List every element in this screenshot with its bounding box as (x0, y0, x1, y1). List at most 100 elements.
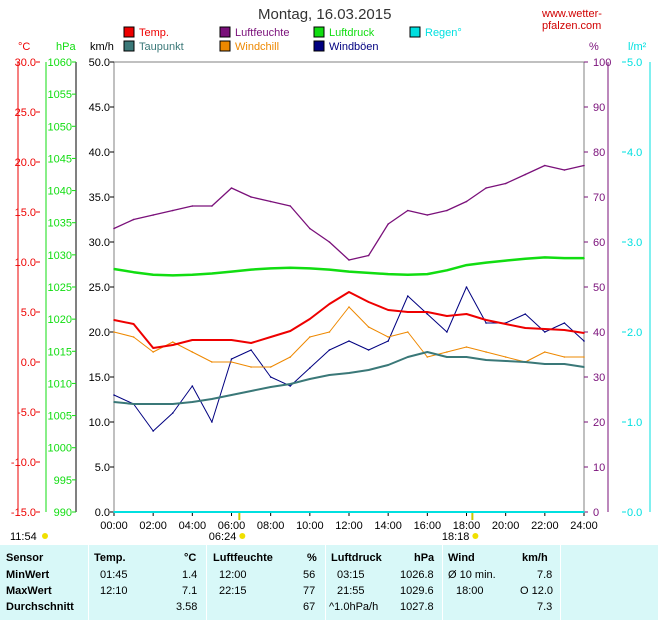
stats-header-humidity-unit: % (307, 552, 317, 564)
data-point (289, 511, 292, 513)
data-point (563, 356, 566, 358)
time-axis-tick-label: 18:00 (453, 520, 481, 532)
stats-row-max-press-time: 21:55 (337, 585, 365, 597)
data-point (191, 511, 194, 513)
pressure-axis-tick-label: 1025 (48, 282, 72, 294)
data-point (387, 511, 389, 513)
data-point (485, 351, 487, 353)
data-point (191, 205, 194, 207)
wind-axis-tick-label: 10.0 (89, 417, 110, 429)
legend-label-6: Regen° (425, 27, 462, 39)
time-axis-tick-label: 02:00 (139, 520, 167, 532)
stats-header-pressure: Luftdruck (331, 552, 382, 564)
data-point (504, 360, 507, 362)
wind-axis-tick-label: 0.0 (95, 507, 110, 519)
data-point (132, 403, 135, 405)
data-point (563, 257, 566, 259)
data-point (250, 511, 252, 513)
pressure-axis-tick-label: 1005 (48, 411, 72, 423)
unit-labels: °C hPa km/h% l/m² (18, 41, 647, 53)
data-point (367, 349, 370, 351)
stats-row-min-hum-val: 56 (303, 569, 316, 581)
data-point (309, 336, 311, 338)
data-point (211, 339, 213, 341)
data-point (269, 267, 272, 270)
sunset-sun-icon (472, 533, 479, 539)
data-point (426, 351, 429, 353)
humidity-axis-tick-label: 100 (593, 57, 611, 69)
data-point (230, 361, 233, 363)
temp-axis-tick-label: -5.0 (17, 407, 36, 419)
data-point (465, 313, 468, 315)
time-axis-tick-label: 04:00 (179, 520, 207, 532)
series-group (113, 164, 585, 513)
data-point (191, 401, 194, 403)
time-axis-tick-label: 20:00 (492, 520, 520, 532)
data-point (426, 311, 429, 313)
data-point (132, 511, 135, 513)
humidity-axis-tick-label: 70 (593, 192, 605, 204)
rain-axis-tick-label: 2.0 (627, 327, 642, 339)
data-point (406, 209, 409, 212)
stats-row-min-temp-val: 1.4 (182, 569, 198, 581)
stats-row-max-wind-time: 18:00 (456, 585, 484, 597)
data-point (191, 385, 194, 387)
data-point (171, 403, 174, 405)
stats-row-max-temp-time: 12:10 (100, 585, 128, 597)
stats-row-avg-hum-val: 67 (303, 601, 316, 613)
sunrise-label: 06:24 (209, 531, 237, 543)
data-point (446, 511, 448, 513)
site-link[interactable]: www.wetter-pfalzen.com (542, 8, 602, 32)
data-point (563, 329, 566, 331)
data-point (113, 394, 115, 396)
stats-table: Sensor Temp. °C Luftfeuchte % Luftdruck … (0, 545, 658, 620)
pressure-axis-tick-label: 1020 (48, 314, 72, 326)
data-point (465, 346, 468, 348)
data-point (171, 274, 174, 277)
data-point (387, 364, 389, 366)
data-point (465, 200, 468, 203)
time-axis-tick-label: 08:00 (257, 520, 285, 532)
data-point (250, 349, 252, 351)
data-point (524, 173, 527, 176)
data-point (289, 385, 292, 387)
data-point (328, 349, 331, 351)
data-point (269, 376, 272, 378)
data-point (132, 271, 135, 274)
pressure-axis-tick-label: 1035 (48, 218, 72, 230)
data-point (230, 358, 233, 360)
data-point (544, 351, 546, 353)
data-point (504, 182, 507, 185)
unit-label: °C (18, 41, 30, 53)
data-point (446, 315, 448, 317)
stats-header-temp-unit: °C (184, 552, 197, 564)
data-point (289, 356, 292, 358)
stats-row-min-wind-val: 7.8 (537, 569, 553, 581)
data-point (563, 511, 566, 513)
data-point (367, 301, 370, 303)
data-point (171, 412, 174, 414)
data-point (132, 336, 135, 338)
data-point (426, 273, 429, 275)
pressure-axis-tick-label: 990 (54, 507, 72, 519)
page-title: Montag, 16.03.2015 (258, 6, 392, 23)
data-point (211, 205, 213, 207)
data-point (406, 356, 409, 358)
stats-row-min-hum-time: 12:00 (219, 569, 247, 581)
data-point (250, 366, 252, 368)
data-point (113, 319, 115, 321)
wind-axis-tick-label: 30.0 (89, 237, 110, 249)
stats-header-pressure-unit: hPa (414, 552, 435, 564)
stats-row-min-press-time: 03:15 (337, 569, 365, 581)
data-point (132, 323, 135, 325)
data-point (426, 214, 429, 216)
temp-axis-tick-label: -15.0 (11, 507, 36, 519)
wind-axis-tick-label: 40.0 (89, 147, 110, 159)
unit-label: km/h (90, 41, 114, 53)
data-point (367, 326, 370, 328)
unit-label: l/m² (628, 41, 647, 53)
data-point (328, 303, 331, 305)
legend: Temp. Taupunkt Luftfeuchte Windchill Luftdru… (123, 26, 462, 53)
data-point (387, 273, 389, 275)
stats-header-wind-unit: km/h (522, 552, 548, 564)
